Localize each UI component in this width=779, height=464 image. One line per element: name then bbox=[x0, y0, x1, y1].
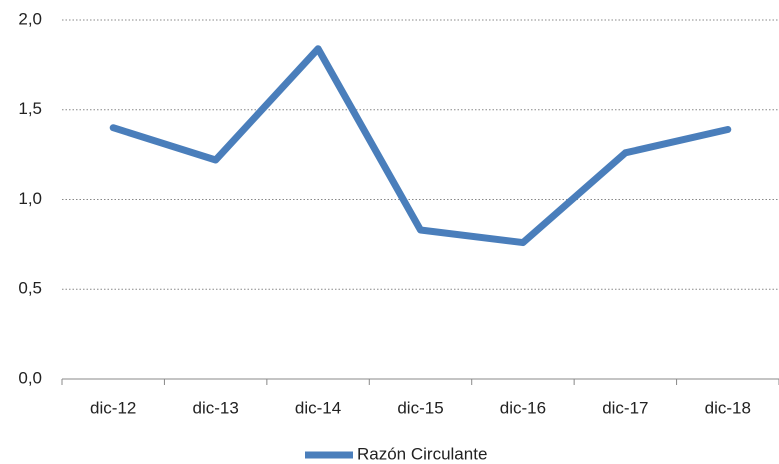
legend-label: Razón Circulante bbox=[357, 444, 487, 463]
y-tick-label: 0,0 bbox=[18, 368, 42, 387]
x-tick-label: dic-18 bbox=[705, 398, 751, 417]
x-tick-label: dic-17 bbox=[602, 398, 648, 417]
x-tick-label: dic-16 bbox=[500, 398, 546, 417]
data-line bbox=[109, 45, 732, 247]
x-tick-label: dic-14 bbox=[295, 398, 341, 417]
x-tick-label: dic-12 bbox=[90, 398, 136, 417]
y-tick-label: 2,0 bbox=[18, 9, 42, 28]
x-tick-label: dic-13 bbox=[192, 398, 238, 417]
y-tick-label: 1,5 bbox=[18, 99, 42, 118]
x-tick-label: dic-15 bbox=[397, 398, 443, 417]
y-tick-label: 1,0 bbox=[18, 189, 42, 208]
y-tick-label: 0,5 bbox=[18, 279, 42, 298]
